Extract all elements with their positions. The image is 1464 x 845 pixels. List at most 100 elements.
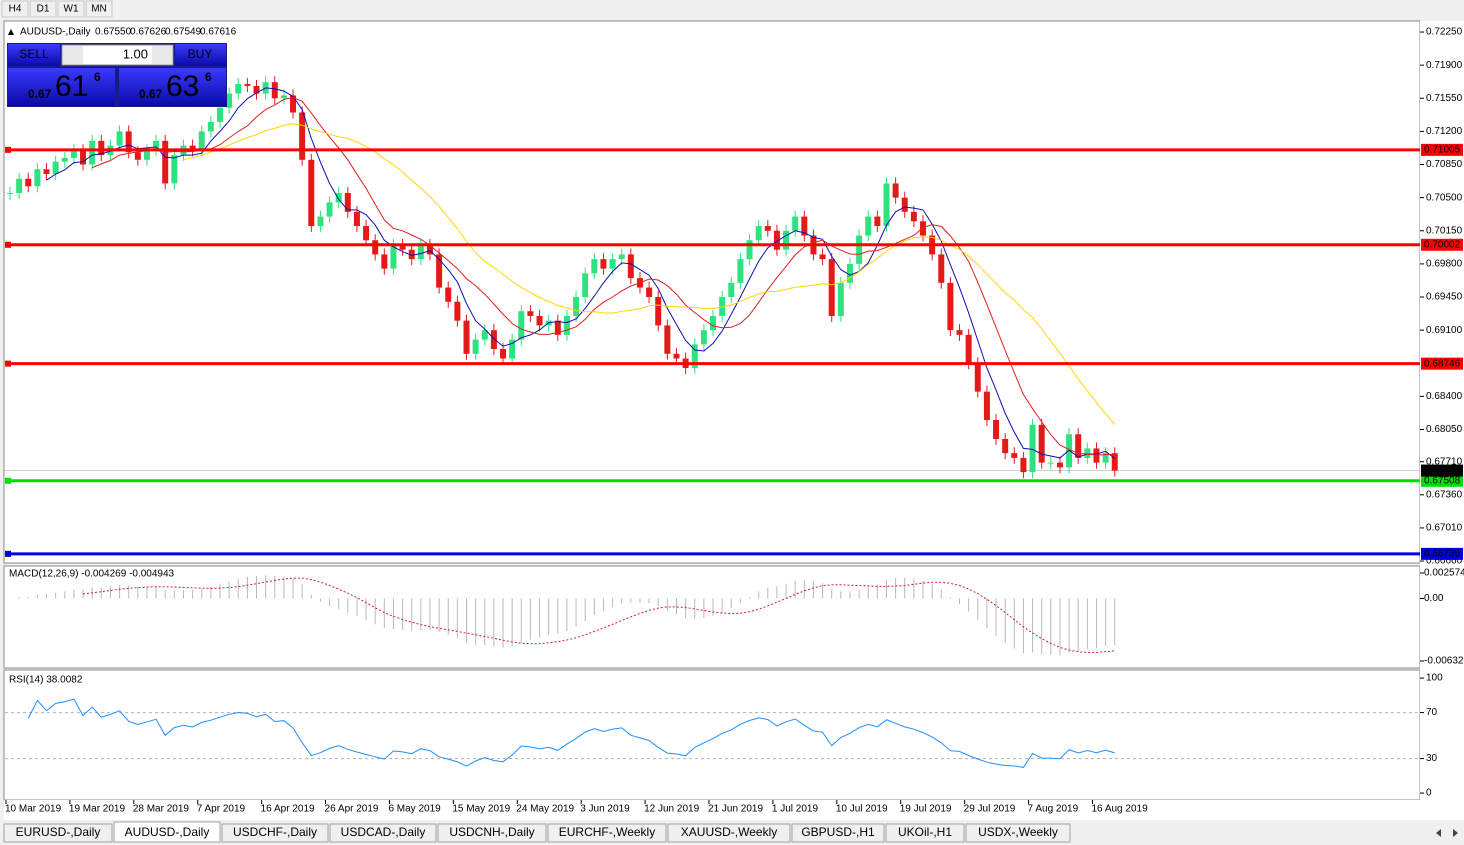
candle-body	[481, 330, 488, 340]
candle-body	[280, 95, 287, 99]
price-box[interactable]	[119, 68, 226, 106]
candle-body	[490, 330, 497, 350]
symbol-tab-label[interactable]: USDCHF-,Daily	[233, 825, 317, 839]
chart-header: AUDUSD-,Daily	[20, 27, 91, 38]
timeframe-button[interactable]	[57, 0, 85, 18]
buy-label[interactable]: BUY	[188, 47, 213, 61]
price-prefix[interactable]: 0.67	[28, 87, 52, 101]
level-label-box	[1421, 547, 1463, 560]
y-tick-label: -0.006326	[1424, 656, 1464, 667]
symbol-tab-label[interactable]: GBPUSD-,H1	[801, 825, 875, 839]
level-marker	[5, 360, 11, 367]
ohlc-value: 0.67616	[200, 27, 237, 38]
candle-body	[1047, 462, 1054, 464]
level-label-box	[1421, 474, 1463, 487]
y-tick-label: 100	[1426, 673, 1443, 684]
symbol-tab[interactable]	[3, 823, 113, 843]
candle-body	[134, 152, 141, 160]
ohlc-value: 0.67626	[130, 27, 167, 38]
y-tick-label: 0.69100	[1426, 325, 1463, 336]
candle-body	[244, 84, 251, 86]
timeframe-button[interactable]	[29, 0, 57, 18]
candle-body	[509, 339, 516, 359]
candle-body	[426, 244, 433, 255]
tab-scroll-left[interactable]	[1436, 829, 1441, 837]
candle-body	[317, 216, 324, 227]
symbol-tab-label[interactable]: USDCNH-,Daily	[449, 825, 534, 839]
candle-body	[235, 84, 242, 94]
candle-body	[253, 85, 260, 94]
candle-body	[271, 82, 278, 99]
candle-body	[801, 216, 808, 236]
price-small[interactable]: 6	[94, 70, 101, 84]
timeframe-label[interactable]: MN	[91, 4, 107, 15]
symbol-tab-label[interactable]: UKOil-,H1	[898, 825, 952, 839]
date-label: 24 May 2019	[516, 804, 574, 815]
candle-body	[883, 183, 890, 227]
price-big[interactable]: 61	[55, 70, 88, 103]
candle-body	[1056, 462, 1063, 468]
symbol-tab[interactable]	[329, 823, 437, 843]
date-label: 28 Mar 2019	[133, 804, 190, 815]
level-label: 0.71005	[1424, 144, 1461, 155]
timeframe-label[interactable]: W1	[64, 4, 79, 15]
sell-button[interactable]	[8, 44, 60, 66]
symbol-tab[interactable]	[547, 823, 667, 843]
price-prefix[interactable]: 0.67	[139, 87, 163, 101]
candle-body	[290, 95, 297, 113]
price-small[interactable]: 6	[205, 70, 212, 84]
level-label: 0.70002	[1424, 239, 1461, 250]
lots-down[interactable]	[63, 46, 83, 64]
timeframe-label[interactable]: H4	[9, 4, 22, 15]
y-tick-label: 0.67710	[1426, 456, 1463, 467]
date-label: 15 May 2019	[452, 804, 510, 815]
level-label: 0.66736	[1424, 549, 1461, 560]
symbol-tab[interactable]	[113, 821, 221, 843]
symbol-tab[interactable]	[221, 823, 329, 843]
sell-label[interactable]: SELL	[19, 47, 49, 61]
rsi-label: RSI(14) 38.0082	[9, 675, 83, 686]
price-box[interactable]	[8, 68, 115, 106]
timeframe-label[interactable]: D1	[37, 4, 50, 15]
tab-scroll-right[interactable]	[1453, 829, 1458, 837]
collapse-icon[interactable]	[8, 29, 14, 35]
candle-body	[70, 150, 77, 158]
candle-body	[43, 169, 50, 174]
candle-body	[417, 244, 424, 260]
y-tick-label: 0.71900	[1426, 60, 1463, 71]
candle-body	[755, 226, 762, 241]
symbol-tab[interactable]	[965, 823, 1071, 843]
symbol-tab-label[interactable]: XAUUSD-,Weekly	[681, 825, 777, 839]
buy-button[interactable]	[175, 44, 226, 66]
symbol-tab-label[interactable]: USDX-,Weekly	[978, 825, 1058, 839]
lots-up[interactable]	[152, 46, 172, 64]
candle-body	[16, 178, 23, 193]
candle-body	[436, 254, 443, 288]
level-marker	[5, 241, 11, 248]
candle-body	[673, 353, 680, 359]
symbol-tab[interactable]	[437, 823, 547, 843]
timeframe-button[interactable]	[1, 0, 29, 18]
date-label: 19 Jul 2019	[900, 804, 952, 815]
symbol-tab[interactable]	[885, 823, 965, 843]
symbol-tab-label[interactable]: AUDUSD-,Daily	[125, 825, 210, 839]
candle-body	[865, 216, 872, 236]
symbol-tab[interactable]	[667, 823, 791, 843]
y-tick-label: 0.002574	[1424, 568, 1464, 579]
level-label: 0.68746	[1424, 358, 1461, 369]
candle-body	[381, 254, 388, 269]
price-big[interactable]: 63	[166, 70, 199, 103]
symbol-tab-label[interactable]: EURUSD-,Daily	[16, 825, 101, 839]
y-tick-label: 0.72250	[1426, 27, 1463, 38]
symbol-tab-label[interactable]: USDCAD-,Daily	[341, 825, 426, 839]
symbol-tab[interactable]	[791, 823, 885, 843]
lots-value[interactable]: 1.00	[123, 46, 148, 61]
candle-body	[819, 254, 826, 260]
lots-field[interactable]	[61, 44, 174, 66]
candle-body	[454, 301, 461, 321]
candle-body	[728, 282, 735, 298]
timeframe-button[interactable]	[85, 0, 113, 18]
y-tick-label: 30	[1426, 753, 1438, 764]
symbol-tab-label[interactable]: EURCHF-,Weekly	[559, 825, 655, 839]
candle-body	[299, 112, 306, 160]
